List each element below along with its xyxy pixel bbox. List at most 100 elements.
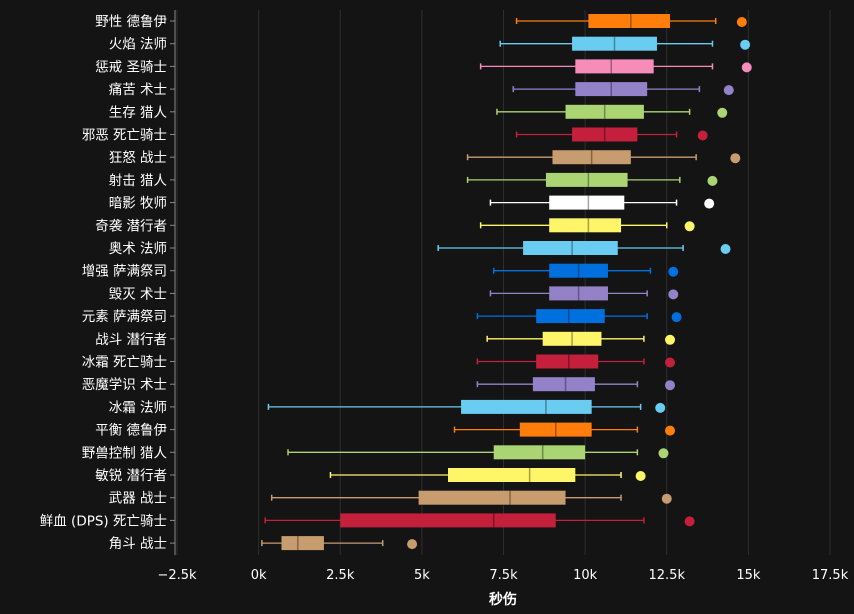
outlier-point bbox=[697, 130, 708, 141]
y-tick-label: 冰霜 法师 bbox=[109, 400, 167, 416]
outlier-point bbox=[658, 448, 669, 459]
outlier-point bbox=[665, 425, 676, 436]
iqr-box bbox=[340, 513, 556, 528]
box-item bbox=[512, 82, 734, 97]
iqr-box bbox=[532, 377, 595, 392]
outlier-point bbox=[655, 402, 666, 413]
x-tick-label: 7.5k bbox=[489, 568, 518, 583]
outlier-point bbox=[723, 85, 734, 96]
iqr-box bbox=[281, 536, 324, 551]
outlier-point bbox=[665, 380, 676, 391]
box-item bbox=[264, 513, 695, 528]
box-item bbox=[267, 399, 666, 414]
x-tick-label: 15k bbox=[736, 568, 761, 583]
box-item bbox=[479, 218, 695, 233]
iqr-box bbox=[549, 195, 625, 210]
y-tick-label: 增强 萨满祭司 bbox=[82, 264, 167, 280]
outlier-point bbox=[707, 175, 718, 186]
y-tick-label: 战斗 潜行者 bbox=[95, 332, 167, 348]
outlier-point bbox=[704, 198, 715, 209]
outlier-point bbox=[407, 539, 418, 550]
outlier-point bbox=[730, 153, 741, 164]
x-axis: −2.5k 0k 2.5k 5k 7.5k 10k 12.5k 15k 17.5k bbox=[157, 568, 848, 583]
iqr-box bbox=[461, 399, 592, 414]
iqr-box bbox=[523, 241, 618, 255]
grid-lines bbox=[176, 10, 831, 556]
iqr-box bbox=[536, 354, 599, 369]
iqr-box bbox=[565, 104, 644, 119]
y-tick-label: 鲜血 (DPS) 死亡骑士 bbox=[40, 513, 167, 529]
y-tick-label: 痛苦 术士 bbox=[109, 81, 167, 98]
outlier-point bbox=[740, 39, 751, 50]
box-item bbox=[492, 263, 679, 278]
y-tick-label: 角斗 战士 bbox=[109, 536, 167, 552]
box-item bbox=[499, 36, 751, 51]
x-axis-title: 秒伤 bbox=[489, 591, 517, 608]
y-tick-label: 敏锐 潜行者 bbox=[95, 468, 167, 484]
x-tick-label: 5k bbox=[414, 568, 430, 583]
iqr-box bbox=[545, 172, 628, 187]
outlier-point bbox=[717, 107, 728, 118]
y-tick-label: 火焰 法师 bbox=[109, 37, 167, 53]
box-item bbox=[515, 127, 708, 142]
x-tick-label: 2.5k bbox=[326, 568, 355, 583]
x-tick-label: 0k bbox=[251, 568, 267, 583]
box-item bbox=[329, 468, 646, 482]
box-item bbox=[496, 104, 728, 119]
outlier-point bbox=[720, 244, 731, 254]
iqr-box bbox=[575, 82, 648, 97]
box-item bbox=[479, 59, 752, 74]
iqr-box bbox=[542, 331, 602, 346]
outlier-point bbox=[668, 266, 679, 277]
box-item bbox=[466, 172, 718, 187]
y-tick-label: 奇袭 潜行者 bbox=[95, 217, 167, 234]
y-tick-label: 恶魔学识 术士 bbox=[82, 377, 167, 393]
x-tick-label: 10k bbox=[573, 568, 598, 583]
box-item bbox=[437, 241, 731, 255]
outlier-point bbox=[741, 62, 752, 73]
y-tick-label: 冰霜 死亡骑士 bbox=[82, 355, 167, 371]
y-tick-label: 射击 猎人 bbox=[109, 173, 168, 189]
outlier-point bbox=[665, 357, 676, 368]
outlier-point bbox=[736, 17, 747, 27]
y-tick-label: 生存 猎人 bbox=[109, 105, 168, 121]
box-item bbox=[466, 150, 741, 165]
iqr-box bbox=[552, 150, 631, 165]
x-tick-label: 17.5k bbox=[812, 568, 849, 583]
box-item bbox=[476, 377, 676, 392]
iqr-box bbox=[418, 490, 566, 505]
box-item bbox=[476, 309, 682, 324]
outlier-point bbox=[665, 334, 676, 345]
outlier-point bbox=[684, 516, 695, 527]
iqr-box bbox=[575, 59, 654, 74]
box-item bbox=[287, 445, 669, 460]
outlier-point bbox=[684, 221, 695, 232]
iqr-box bbox=[519, 422, 592, 437]
box-item bbox=[486, 331, 676, 346]
box-item bbox=[453, 422, 676, 437]
x-tick-label: 12.5k bbox=[649, 568, 686, 583]
iqr-box bbox=[447, 468, 576, 482]
y-tick-label: 毁灭 术士 bbox=[109, 286, 167, 302]
y-tick-label: 武器 战士 bbox=[109, 491, 167, 507]
box-item bbox=[476, 354, 676, 369]
y-tick-label: 邪恶 死亡骑士 bbox=[82, 128, 167, 144]
box-item bbox=[261, 536, 418, 551]
y-tick-label: 元素 萨满祭司 bbox=[82, 309, 167, 325]
y-tick-label: 狂怒 战士 bbox=[109, 150, 167, 166]
box-item bbox=[489, 286, 679, 301]
iqr-box bbox=[536, 309, 605, 324]
iqr-box bbox=[572, 127, 638, 142]
y-tick-label: 奥术 法师 bbox=[109, 240, 167, 257]
y-tick-label: 野性 德鲁伊 bbox=[95, 14, 167, 30]
y-tick-label: 野兽控制 猎人 bbox=[82, 445, 168, 461]
iqr-box bbox=[572, 36, 657, 51]
iqr-box bbox=[493, 445, 586, 460]
y-tick-label: 平衡 德鲁伊 bbox=[95, 423, 167, 439]
x-tick-label: −2.5k bbox=[157, 568, 197, 583]
box-series bbox=[261, 14, 752, 551]
